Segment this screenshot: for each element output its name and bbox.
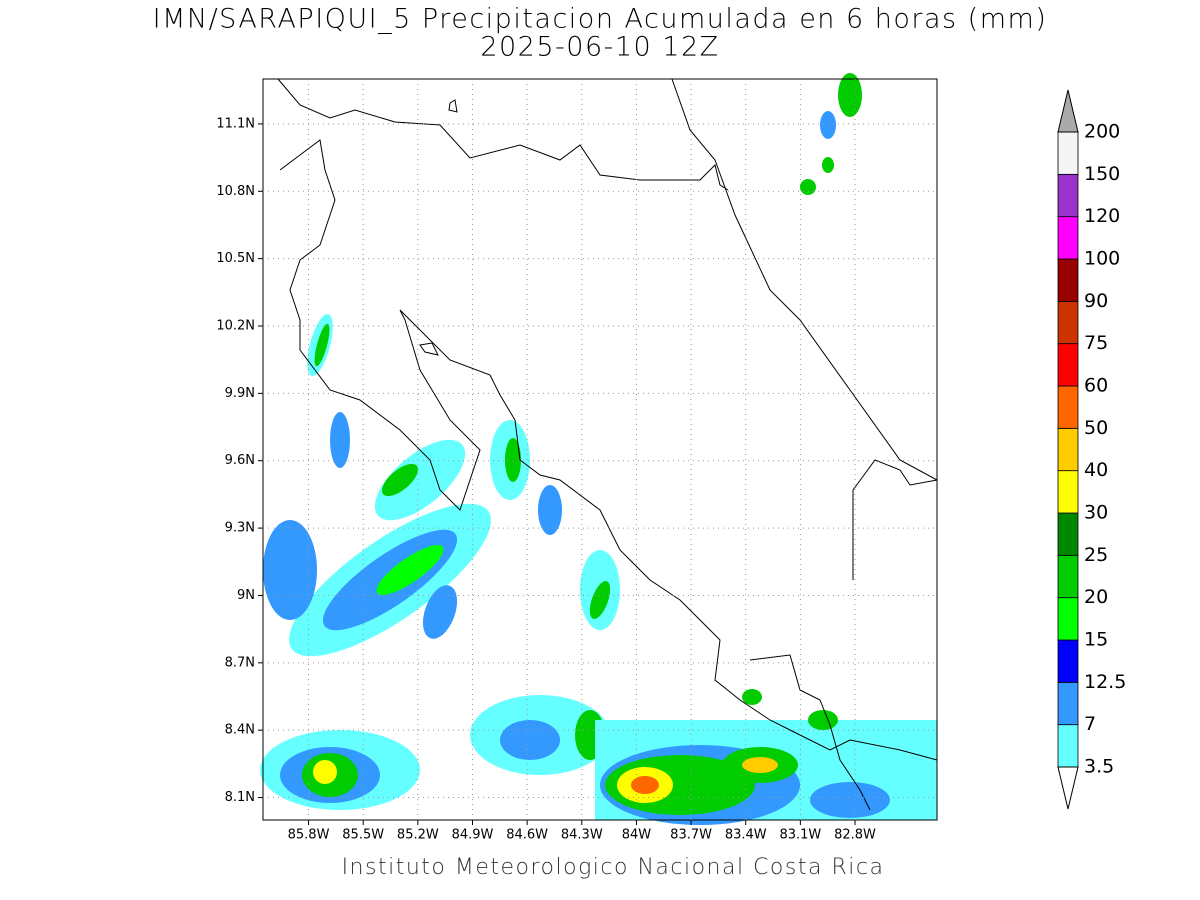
colorbar-band	[1057, 427, 1079, 472]
x-tick-label: 85.2W	[397, 828, 439, 843]
subtitle: 2025-06-10 12Z	[480, 32, 719, 63]
footer: Instituto Meteorologico Nacional Costa R…	[342, 855, 885, 880]
colorbar-band	[1057, 681, 1079, 726]
colorbar-under	[1057, 766, 1079, 810]
colorbar-label: 25	[1084, 544, 1108, 566]
colorbar-band	[1057, 470, 1079, 514]
coastline	[277, 78, 938, 811]
map-frame	[262, 78, 938, 821]
y-tick-label: 10.2N	[216, 319, 255, 334]
x-tick-label: 84W	[622, 828, 652, 843]
x-tick-label: 83.7W	[670, 828, 712, 843]
colorbar-label: 7	[1084, 713, 1096, 735]
colorbar-label: 3.5	[1084, 756, 1114, 778]
y-tick-label: 9N	[237, 588, 255, 603]
colorbar-label: 100	[1084, 248, 1120, 270]
y-tick-label: 8.4N	[225, 723, 255, 738]
x-tick-label: 85.5W	[342, 828, 384, 843]
colorbar-band	[1057, 597, 1079, 641]
colorbar-label: 20	[1084, 586, 1108, 608]
colorbar-band	[1057, 300, 1079, 345]
y-tick-label: 9.9N	[225, 386, 255, 401]
x-tick-label: 83.1W	[779, 828, 821, 843]
y-tick-label: 9.6N	[225, 453, 255, 468]
colorbar-label: 60	[1084, 375, 1108, 397]
colorbar-band	[1057, 258, 1079, 302]
title: IMN/SARAPIQUI_5 Precipitacion Acumulada …	[153, 4, 1048, 35]
colorbar-label: 15	[1084, 629, 1108, 651]
colorbar-band	[1057, 385, 1079, 429]
colorbar-label: 12.5	[1084, 671, 1126, 693]
colorbar-band	[1057, 173, 1079, 218]
colorbar-label: 40	[1084, 459, 1108, 481]
x-tick-label: 83.4W	[725, 828, 767, 843]
x-tick-label: 85.8W	[288, 828, 330, 843]
colorbar-label: 150	[1084, 163, 1120, 185]
colorbar-band	[1057, 343, 1079, 387]
colorbar-over	[1057, 89, 1079, 133]
y-tick-label: 10.8N	[216, 184, 255, 199]
colorbar-label: 75	[1084, 332, 1108, 354]
colorbar-band	[1057, 724, 1079, 768]
x-tick-label: 84.3W	[561, 828, 603, 843]
x-tick-label: 84.6W	[506, 828, 548, 843]
colorbar-label: 120	[1084, 205, 1120, 227]
colorbar-label: 50	[1084, 417, 1108, 439]
colorbar-label: 200	[1084, 121, 1120, 143]
colorbar-band	[1057, 554, 1079, 599]
colorbar-band	[1057, 216, 1079, 260]
colorbar-band	[1057, 512, 1079, 556]
colorbar-label: 30	[1084, 502, 1108, 524]
x-tick-label: 84.9W	[452, 828, 494, 843]
y-tick-label: 10.5N	[216, 251, 255, 266]
y-tick-label: 8.7N	[225, 655, 255, 670]
colorbar-label: 90	[1084, 290, 1108, 312]
y-tick-label: 8.1N	[225, 790, 255, 805]
precipitation-field	[260, 73, 937, 825]
colorbar-band	[1057, 131, 1079, 175]
colorbar-band	[1057, 639, 1079, 683]
y-tick-label: 9.3N	[225, 521, 255, 536]
y-tick-label: 11.1N	[216, 116, 255, 131]
x-tick-label: 82.8W	[834, 828, 876, 843]
